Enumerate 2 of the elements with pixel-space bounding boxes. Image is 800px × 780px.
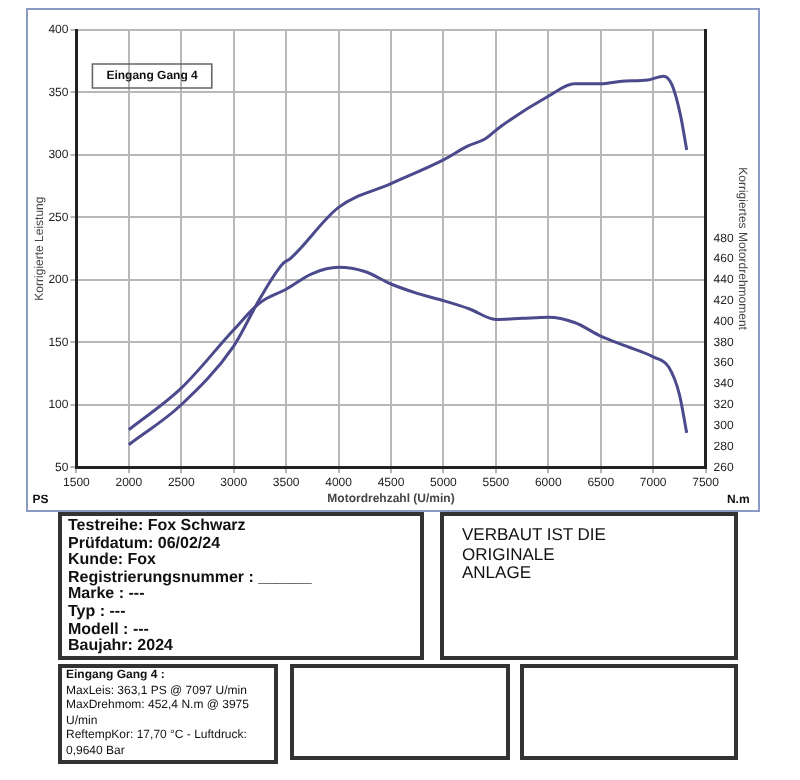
text: Testreihe: Fox Schwarz Prüfdatum: 06/02/24 Kunde: Fox Registrierungsnummer : ______ Marke : --- Typ : --- Modell : --- Baujahr: 2024 xyxy=(58,512,424,660)
text: VERBAUT IST DIE ORIGINALE ANLAGE xyxy=(440,512,738,660)
